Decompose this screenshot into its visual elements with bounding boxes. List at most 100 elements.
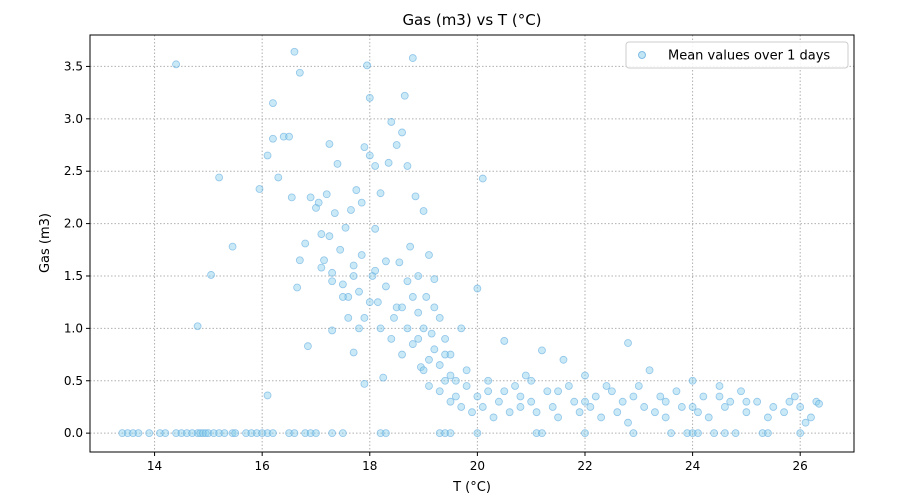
data-point [355, 287, 363, 296]
data-point [328, 277, 337, 286]
x-tick-label: 22 [577, 459, 592, 473]
data-point [435, 387, 444, 396]
data-point [629, 429, 638, 438]
data-point [441, 429, 449, 438]
data-point [548, 403, 557, 411]
data-point [720, 403, 729, 411]
data-point [764, 429, 772, 438]
data-point [347, 206, 355, 214]
data-point [581, 397, 589, 406]
data-point [613, 408, 622, 417]
data-point [446, 350, 455, 359]
data-point [365, 151, 374, 160]
data-point [295, 68, 304, 77]
data-point [726, 397, 735, 406]
x-tick-label: 18 [362, 459, 377, 473]
data-point [441, 350, 449, 359]
legend: Mean values over 1 days [625, 41, 849, 69]
data-point [382, 257, 390, 266]
data-point [408, 340, 417, 348]
data-point [279, 132, 288, 141]
x-axis-label: T (°C) [452, 480, 491, 495]
data-point [325, 140, 334, 148]
data-point [193, 322, 202, 331]
data-point [478, 403, 487, 411]
data-point [408, 54, 417, 62]
data-point [371, 162, 380, 170]
data-point [462, 382, 471, 390]
data-point [295, 256, 304, 265]
data-point [373, 298, 382, 307]
y-tick-label: 3.0 [64, 112, 83, 126]
data-point [586, 403, 595, 411]
data-point [411, 192, 420, 201]
data-point [382, 282, 390, 291]
data-point [554, 413, 562, 422]
legend-label: Mean values over 1 days [668, 49, 830, 64]
data-point [263, 151, 272, 160]
data-point [408, 293, 417, 301]
data-point [602, 382, 611, 390]
data-point [177, 429, 186, 438]
data-point [338, 293, 347, 301]
data-point [694, 408, 702, 417]
data-point [419, 324, 428, 333]
data-point [607, 387, 616, 396]
data-point [425, 382, 433, 390]
y-tick-label: 1.0 [64, 321, 83, 335]
plot-frame [89, 34, 855, 453]
data-point [796, 403, 805, 411]
data-point [495, 397, 503, 406]
data-point [314, 198, 323, 207]
data-point [349, 272, 358, 280]
data-point [341, 223, 350, 232]
data-point [406, 242, 415, 251]
data-point [694, 429, 702, 438]
data-point [624, 339, 632, 347]
data-point [441, 376, 449, 385]
data-point [320, 256, 328, 265]
y-tick-label: 3.5 [64, 59, 83, 73]
data-point [559, 355, 568, 364]
data-point [564, 382, 573, 390]
data-point [123, 429, 132, 438]
data-point [306, 429, 315, 438]
data-point [242, 429, 250, 438]
data-point [769, 403, 778, 411]
data-point [731, 429, 740, 438]
data-point [427, 329, 436, 338]
data-point [376, 324, 385, 333]
data-point [376, 429, 385, 438]
data-point [287, 193, 296, 202]
data-point [505, 408, 514, 417]
data-point [500, 387, 509, 396]
data-point [129, 429, 137, 438]
data-point [790, 392, 799, 401]
data-point [220, 429, 229, 438]
data-point [473, 392, 482, 401]
data-point [710, 429, 719, 438]
data-point [672, 387, 681, 396]
data-point [683, 429, 692, 438]
data-point [215, 173, 224, 182]
data-point [371, 266, 380, 275]
x-tick-label: 16 [255, 459, 270, 473]
data-point [403, 162, 412, 170]
data-point [489, 413, 498, 422]
data-point [209, 429, 218, 438]
data-point [425, 251, 433, 259]
data-point [430, 275, 439, 284]
data-point [344, 293, 353, 301]
data-point [156, 429, 164, 438]
data-point [193, 429, 202, 438]
data-point [704, 413, 713, 422]
data-point [516, 403, 525, 411]
data-point [252, 429, 261, 438]
data-point [435, 313, 444, 322]
data-point [215, 429, 224, 438]
data-point [228, 242, 237, 251]
data-point [629, 392, 638, 401]
